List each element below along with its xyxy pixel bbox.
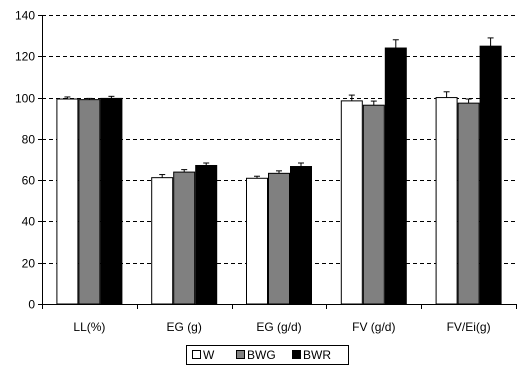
legend-box [186, 345, 349, 365]
legend: W BWG BWR [186, 345, 349, 365]
y-axis-ticks: 0 20 40 60 80 100 120 140 [15, 9, 42, 312]
bar-bwg [78, 99, 101, 305]
y-tick-label: 40 [22, 215, 36, 229]
bar-w [246, 177, 268, 305]
x-category-label: EG (g) [167, 320, 202, 334]
y-tick-label: 80 [22, 133, 36, 147]
legend-swatch-w [192, 350, 201, 359]
y-tick-label: 100 [15, 92, 35, 106]
bar-w [56, 98, 79, 305]
bar-bwg [173, 171, 196, 305]
legend-label-w: W [203, 348, 215, 362]
bar-bwr [479, 45, 502, 305]
bar-w [435, 97, 458, 305]
bar-bwg [268, 172, 290, 305]
bar-w [151, 177, 174, 305]
legend-label-bwg: BWG [247, 348, 276, 362]
bar-bwr [195, 164, 218, 305]
legend-swatch-bwr [292, 350, 301, 359]
y-tick-label: 0 [28, 298, 35, 312]
bar-w [340, 100, 363, 305]
x-category-label: LL(%) [73, 320, 105, 334]
legend-swatch-bwg [236, 350, 245, 359]
bar-bwg [457, 102, 480, 305]
bar-bwr [384, 47, 407, 305]
bars [56, 37, 502, 305]
x-axis-labels: LL(%) EG (g) EG (g/d) FV (g/d) FV/Ei(g) [73, 320, 490, 334]
y-tick-label: 60 [22, 174, 36, 188]
y-tick-label: 120 [15, 50, 35, 64]
bar-bwr [100, 97, 123, 305]
y-tick-label: 20 [22, 257, 36, 271]
y-tick-label: 140 [15, 9, 35, 23]
x-category-label: EG (g/d) [256, 320, 301, 334]
legend-label-bwr: BWR [303, 348, 331, 362]
x-category-label: FV/Ei(g) [447, 320, 491, 334]
bar-bwr [290, 166, 312, 305]
x-category-label: FV (g/d) [352, 320, 395, 334]
bar-bwg [362, 104, 385, 305]
